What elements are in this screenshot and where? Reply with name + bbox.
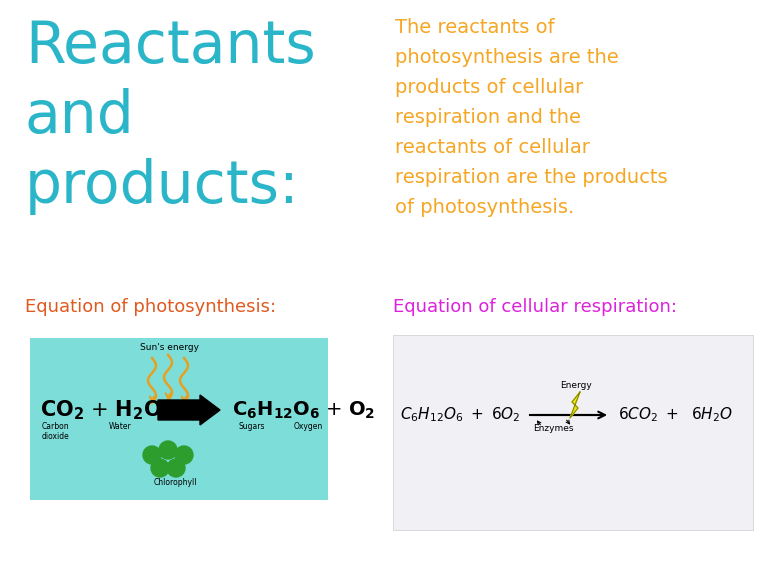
Text: Reactants: Reactants: [25, 18, 316, 75]
Circle shape: [159, 441, 177, 459]
Text: $C_6H_{12}O_6$$\ +\ 6O_2$: $C_6H_{12}O_6$$\ +\ 6O_2$: [400, 406, 521, 424]
Circle shape: [175, 446, 193, 464]
Text: and: and: [25, 88, 134, 145]
Circle shape: [151, 459, 169, 477]
Text: Sun's energy: Sun's energy: [141, 343, 200, 352]
FancyBboxPatch shape: [30, 338, 328, 500]
Text: respiration are the products: respiration are the products: [395, 168, 667, 187]
Text: Energy: Energy: [560, 381, 592, 390]
Text: products of cellular: products of cellular: [395, 78, 583, 97]
Text: Sugars: Sugars: [239, 422, 265, 431]
Text: Chlorophyll: Chlorophyll: [154, 478, 197, 487]
Circle shape: [143, 446, 161, 464]
Text: The reactants of: The reactants of: [395, 18, 554, 37]
Text: Equation of cellular respiration:: Equation of cellular respiration:: [393, 298, 677, 316]
Text: reactants of cellular: reactants of cellular: [395, 138, 590, 157]
FancyArrow shape: [158, 395, 220, 425]
Text: Water: Water: [108, 422, 131, 431]
Text: photosynthesis are the: photosynthesis are the: [395, 48, 619, 67]
Text: of photosynthesis.: of photosynthesis.: [395, 198, 574, 217]
Text: products:: products:: [25, 158, 300, 215]
Text: Carbon
dioxide: Carbon dioxide: [41, 422, 69, 442]
FancyBboxPatch shape: [393, 335, 753, 530]
Text: $\mathbf{CO_2}$ + $\mathbf{H_2O}$: $\mathbf{CO_2}$ + $\mathbf{H_2O}$: [40, 398, 162, 422]
Polygon shape: [570, 392, 580, 418]
Text: $6CO_2\ +\ \ 6H_2O$: $6CO_2\ +\ \ 6H_2O$: [618, 406, 733, 424]
Text: $\mathbf{C_6H_{12}O_6}$ + $\mathbf{O_2}$: $\mathbf{C_6H_{12}O_6}$ + $\mathbf{O_2}$: [232, 399, 376, 421]
Text: Enzymes: Enzymes: [533, 424, 573, 433]
Circle shape: [167, 459, 185, 477]
Text: Oxygen: Oxygen: [293, 422, 323, 431]
Text: respiration and the: respiration and the: [395, 108, 581, 127]
Text: Equation of photosynthesis:: Equation of photosynthesis:: [25, 298, 276, 316]
